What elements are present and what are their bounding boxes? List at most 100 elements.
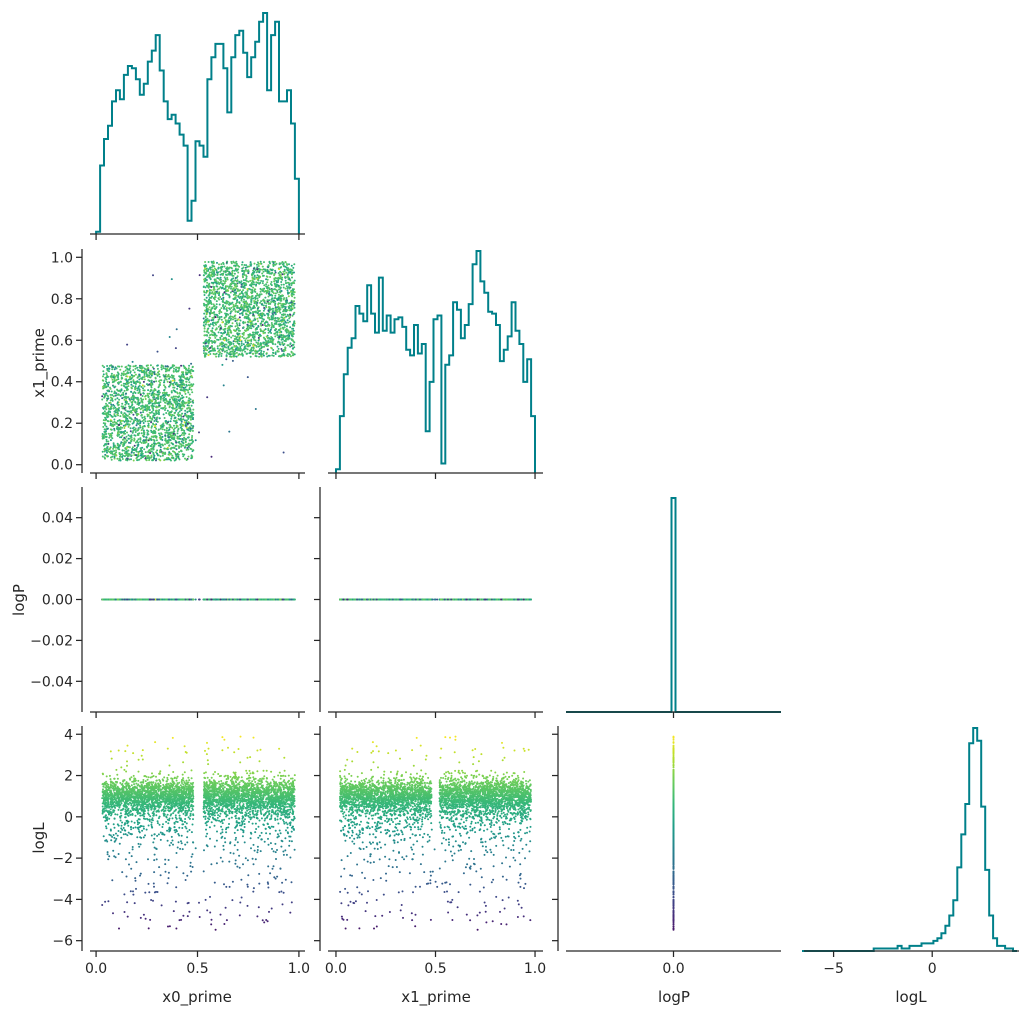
scatter-point [411, 823, 414, 826]
scatter-point [180, 834, 183, 837]
scatter-point [395, 866, 398, 868]
scatter-point [449, 883, 451, 886]
scatter-point [394, 749, 397, 752]
scatter-point [133, 444, 136, 447]
scatter-point [132, 459, 135, 462]
scatter-point [348, 836, 351, 839]
scatter-point [212, 773, 215, 776]
scatter-point [163, 417, 166, 419]
scatter-point [283, 756, 286, 759]
scatter-point [360, 779, 363, 782]
scatter-point [124, 369, 127, 372]
scatter-point [190, 855, 193, 858]
scatter-point [251, 822, 254, 825]
scatter-point [269, 872, 272, 875]
scatter-point [244, 350, 247, 353]
scatter-point [105, 380, 107, 383]
scatter-point [144, 917, 147, 920]
scatter-point [113, 368, 116, 371]
scatter-point [262, 769, 265, 772]
scatter-point [490, 837, 493, 840]
scatter-point [183, 421, 186, 424]
scatter-point [290, 901, 293, 904]
scatter-point [106, 365, 109, 367]
scatter-point [243, 841, 246, 844]
scatter-point [144, 457, 147, 460]
scatter-point [271, 778, 274, 781]
scatter-point [356, 775, 359, 778]
scatter-point [164, 870, 167, 873]
scatter-point [438, 867, 441, 870]
scatter-point [169, 420, 172, 423]
scatter-point [176, 425, 179, 428]
scatter-point [443, 773, 446, 775]
scatter-point [523, 806, 526, 809]
scatter-point [144, 780, 147, 783]
scatter-point [122, 445, 125, 448]
scatter-point [421, 816, 424, 819]
scatter-point [500, 836, 503, 839]
scatter-point [529, 825, 532, 828]
scatter-point [292, 329, 295, 332]
scatter-point [123, 389, 126, 392]
scatter-point [472, 786, 475, 788]
scatter-point [464, 825, 467, 828]
scatter-point [441, 804, 444, 807]
scatter-point [397, 891, 400, 894]
scatter-point [378, 858, 381, 861]
scatter-point [244, 341, 247, 344]
scatter-point [267, 865, 270, 868]
scatter-point [358, 927, 361, 930]
scatter-point [127, 434, 130, 437]
scatter-point [452, 814, 455, 817]
scatter-point [373, 847, 376, 850]
scatter-point [506, 809, 509, 812]
scatter-point [384, 855, 387, 858]
scatter-point [394, 817, 397, 820]
scatter-point [120, 422, 123, 425]
scatter-point [277, 347, 280, 350]
scatter-point [148, 820, 151, 822]
scatter-point [358, 891, 361, 894]
scatter-point [426, 840, 429, 843]
scatter-point [492, 878, 495, 881]
scatter-point [235, 836, 237, 839]
scatter-point [178, 450, 181, 453]
scatter-point [429, 870, 432, 873]
scatter-point [220, 311, 223, 314]
scatter-point [249, 772, 252, 775]
scatter-point [265, 283, 268, 286]
scatter-point [270, 825, 273, 828]
scatter-point [489, 826, 492, 828]
scatter-point [290, 840, 293, 843]
scatter-point [192, 818, 194, 821]
scatter-point [110, 372, 113, 375]
scatter-point [235, 294, 238, 297]
scatter-point [236, 829, 239, 832]
scatter-point [120, 814, 123, 817]
scatter-point [259, 748, 262, 751]
scatter-point [254, 290, 257, 293]
scatter-point [396, 829, 399, 832]
scatter-point [282, 283, 285, 286]
scatter-point [454, 840, 457, 843]
scatter-point [462, 872, 465, 875]
scatter-point [210, 863, 213, 866]
scatter-point [218, 344, 221, 347]
scatter-point [438, 779, 441, 782]
scatter-point [223, 883, 225, 886]
scatter-point [203, 330, 206, 333]
scatter-point [273, 297, 276, 300]
scatter-point [137, 438, 140, 441]
scatter-point [266, 281, 269, 284]
scatter-point [260, 831, 263, 834]
scatter-point [235, 287, 238, 290]
scatter-point [258, 760, 261, 763]
scatter-point [354, 900, 357, 903]
scatter-point [347, 810, 350, 813]
scatter-point [188, 446, 190, 449]
scatter-point [232, 334, 234, 337]
scatter-point [191, 435, 194, 437]
scatter-point [289, 345, 292, 348]
scatter-point [452, 845, 455, 848]
